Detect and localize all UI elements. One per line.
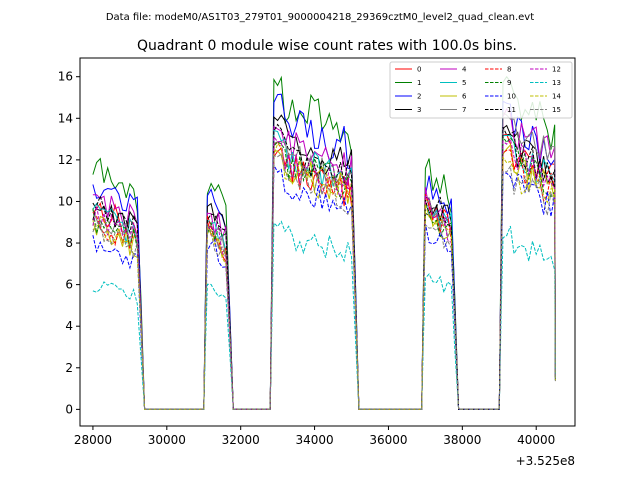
legend-label-0: 0 [417, 66, 421, 74]
x-tick-label: 38000 [443, 433, 481, 447]
legend-label-4: 4 [462, 66, 467, 74]
legend-label-3: 3 [417, 106, 421, 114]
series-line-6 [92, 143, 556, 410]
x-tick-label: 32000 [222, 433, 260, 447]
legend-label-11: 11 [507, 106, 516, 114]
y-tick-label: 4 [65, 319, 73, 333]
x-axis: 28000 30000 32000 34000 36000 38000 40000 [74, 426, 555, 447]
series-line-3 [92, 114, 556, 410]
legend-label-5: 5 [462, 79, 466, 87]
series-line-7 [92, 111, 556, 410]
legend-label-2: 2 [417, 93, 421, 101]
series-line-11 [92, 123, 556, 410]
y-tick-label: 14 [58, 111, 73, 125]
x-tick-label: 36000 [369, 433, 407, 447]
x-tick-label: 30000 [148, 433, 186, 447]
legend-label-10: 10 [507, 93, 516, 101]
x-tick-label: 34000 [295, 433, 333, 447]
chart-suptitle: Data file: modeM0/AS1T03_279T01_90000042… [106, 12, 534, 23]
y-tick-label: 2 [65, 361, 73, 375]
series-line-4 [92, 107, 556, 410]
series-line-10 [92, 164, 556, 410]
series-line-13 [92, 220, 556, 410]
x-tick-label: 28000 [74, 433, 112, 447]
legend-label-13: 13 [552, 79, 561, 87]
legend-label-12: 12 [552, 66, 561, 74]
series-line-9 [92, 135, 556, 410]
plot-lines [92, 75, 556, 410]
legend-label-7: 7 [462, 106, 466, 114]
series-line-12 [92, 135, 556, 410]
y-tick-label: 8 [65, 236, 73, 250]
y-tick-label: 16 [58, 70, 73, 84]
y-tick-label: 0 [65, 402, 73, 416]
axes-frame [79, 57, 576, 427]
chart-title: Quadrant 0 module wise count rates with … [137, 38, 517, 54]
legend-label-14: 14 [552, 93, 561, 101]
y-tick-label: 10 [58, 194, 73, 208]
y-tick-label: 12 [58, 153, 73, 167]
x-tick-label: 40000 [517, 433, 555, 447]
legend-label-1: 1 [417, 79, 421, 87]
series-line-2 [92, 93, 556, 410]
legend-box [389, 61, 573, 119]
series-line-1 [92, 75, 556, 410]
series-line-8 [92, 141, 556, 410]
y-tick-label: 6 [65, 278, 73, 292]
y-axis: 0 2 4 6 8 10 12 14 16 [58, 70, 80, 416]
legend-label-9: 9 [507, 79, 511, 87]
legend-label-8: 8 [507, 66, 511, 74]
series-line-14 [92, 143, 556, 410]
legend-label-6: 6 [462, 93, 467, 101]
legend-label-15: 15 [552, 106, 561, 114]
x-offset-label: +3.525e8 [516, 454, 575, 468]
series-line-15 [92, 153, 556, 410]
